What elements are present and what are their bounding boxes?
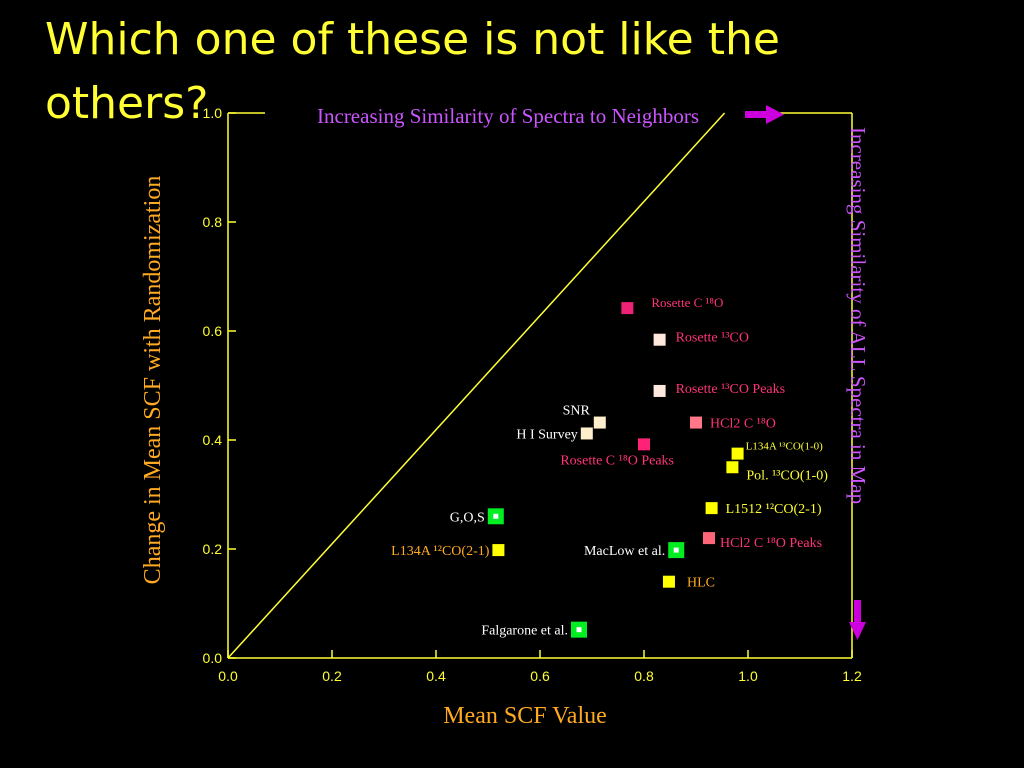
marks-layer: [227, 112, 744, 659]
data-point-label: L134A ¹³CO(1-0): [746, 441, 824, 453]
down-arrow-head-icon: [849, 622, 866, 640]
x-tick-label: 0.6: [530, 668, 550, 684]
data-point: [593, 416, 606, 429]
y-tick-label: 1.0: [203, 105, 223, 121]
right-arrow-head-icon: [766, 105, 784, 124]
data-point-label: G,O,S: [450, 510, 485, 525]
data-point-label: Rosette ¹³CO: [676, 331, 749, 346]
data-point-label: Rosette ¹³CO Peaks: [676, 382, 786, 397]
x-tick-label: 1.2: [842, 668, 862, 684]
data-point-label: SNR: [563, 404, 591, 419]
data-point: [492, 544, 505, 557]
data-point: [731, 447, 744, 460]
data-point: [621, 302, 634, 315]
data-point-center: [576, 627, 582, 633]
y-tick-label: 0.8: [203, 214, 223, 230]
x-axis-title: Mean SCF Value: [443, 703, 607, 729]
data-point: [662, 575, 675, 588]
data-point: [653, 333, 666, 346]
y-tick-label: 0.4: [203, 432, 223, 448]
data-point: [726, 461, 739, 474]
data-point-label: Rosette C ¹⁸O: [651, 295, 723, 310]
x-tick-label: 0.8: [634, 668, 654, 684]
data-point-label: Pol. ¹³CO(1-0): [746, 468, 828, 483]
data-point-label: Falgarone et al.: [481, 624, 568, 639]
data-point-label: HLC: [687, 576, 715, 591]
data-point: [690, 416, 702, 429]
axes-layer: 0.0 0.2 0.4 0.6 0.8 1.0 1.2 0.0 0.2 0.4 0.6 0.8 1.0 M…: [140, 104, 870, 729]
data-point: [653, 384, 666, 397]
data-point-label: L134A ¹²CO(2-1): [391, 544, 490, 559]
data-point-label: H I Survey: [516, 427, 577, 442]
down-arrow-icon: [854, 600, 861, 624]
data-point-center: [493, 513, 499, 519]
data-point-label: L1512 ¹²CO(2-1): [726, 502, 822, 517]
x-tick-label: 0.4: [426, 668, 446, 684]
x-tick-label: 1.0: [738, 668, 758, 684]
right-annotation: Increasing Similarity of ALL Spectra in …: [846, 127, 870, 504]
y-tick-label: 0.0: [203, 650, 223, 666]
labels-layer: Rosette C ¹⁸O Rosette ¹³CO Rosette ¹³CO Pe…: [391, 295, 828, 639]
top-annotation: Increasing Similarity of Spectra to Neig…: [317, 104, 699, 128]
slide-title: Which one of these is not like the other…: [45, 14, 780, 129]
x-tick-label: 0.0: [218, 668, 238, 684]
data-point: [703, 532, 715, 545]
data-point-label: Rosette C ¹⁸O Peaks: [560, 453, 674, 468]
data-point: [580, 427, 593, 440]
data-point-label: HCl2 C ¹⁸O: [710, 417, 776, 432]
y-axis-title: Change in Mean SCF with Randomization: [140, 176, 166, 585]
data-point: [705, 502, 718, 515]
data-point-label: MacLow et al.: [584, 544, 665, 559]
right-arrow-icon: [745, 111, 768, 118]
data-point: [638, 438, 650, 451]
y-tick-label: 0.2: [203, 541, 223, 557]
data-point-label: HCl2 C ¹⁸O Peaks: [720, 536, 822, 551]
y-tick-label: 0.6: [203, 323, 223, 339]
x-tick-label: 0.2: [322, 668, 342, 684]
reference-line: [227, 112, 726, 659]
data-point-center: [673, 547, 679, 553]
